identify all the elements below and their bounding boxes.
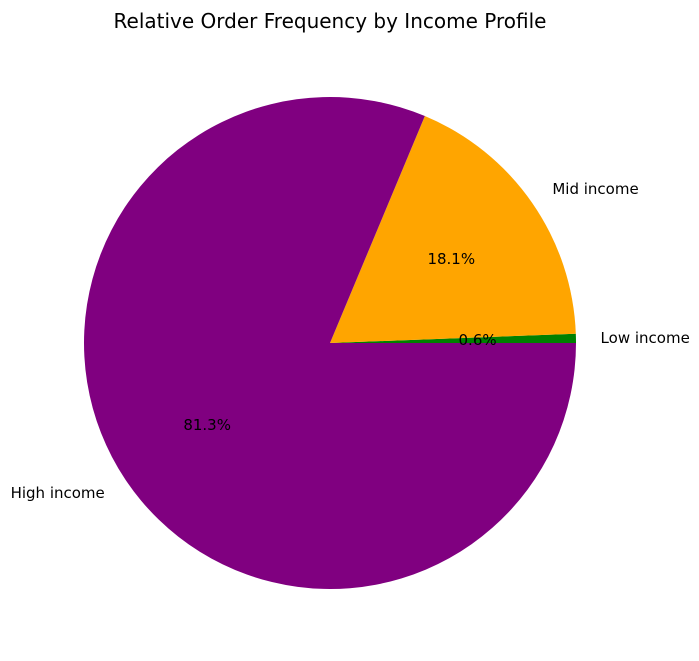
pie-labels: Low income 0.6% Mid income 18.1% High income… — [11, 180, 690, 502]
pie-slice-high-income — [83, 97, 577, 590]
pie-slices — [83, 97, 577, 590]
slice-label-high-income: High income — [11, 484, 105, 502]
pie-slice-mid-income — [330, 116, 576, 343]
percent-label-mid-income: 18.1% — [427, 250, 475, 268]
chart-title: Relative Order Frequency by Income Profi… — [114, 9, 547, 33]
pie-slice-low-income — [330, 333, 576, 343]
slice-label-mid-income: Mid income — [552, 180, 638, 198]
percent-label-high-income: 81.3% — [183, 416, 231, 434]
slice-label-low-income: Low income — [601, 329, 690, 347]
percent-label-low-income: 0.6% — [459, 331, 497, 349]
